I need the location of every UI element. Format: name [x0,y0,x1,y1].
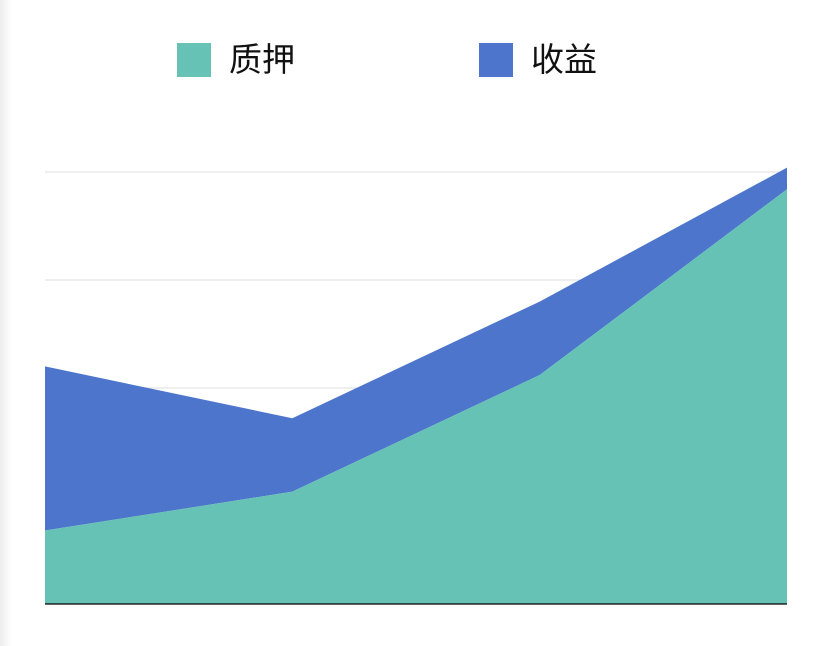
data-point-s1-1[interactable] [288,414,296,422]
data-point-s1-0[interactable] [41,362,49,370]
legend-item-pledge[interactable]: 质押 [177,36,295,84]
legend-label-earnings: 收益 [531,40,597,79]
data-point-s1-2[interactable] [536,298,544,306]
data-point-s1-3[interactable] [783,164,791,172]
data-point-s0-3[interactable] [783,185,791,193]
data-point-s0-0[interactable] [41,527,49,535]
area-series-0[interactable] [45,189,787,604]
legend-swatch-pledge [177,43,211,77]
area-series-1[interactable] [45,167,787,531]
data-point-s0-1[interactable] [288,488,296,496]
legend-item-earnings[interactable]: 收益 [479,36,597,84]
legend-label-pledge: 质押 [229,40,295,79]
legend: 质押 收益 [0,36,814,84]
series-areas [41,164,791,604]
left-edge-shadow [0,0,12,646]
data-point-s0-2[interactable] [536,371,544,379]
legend-swatch-earnings [479,43,513,77]
